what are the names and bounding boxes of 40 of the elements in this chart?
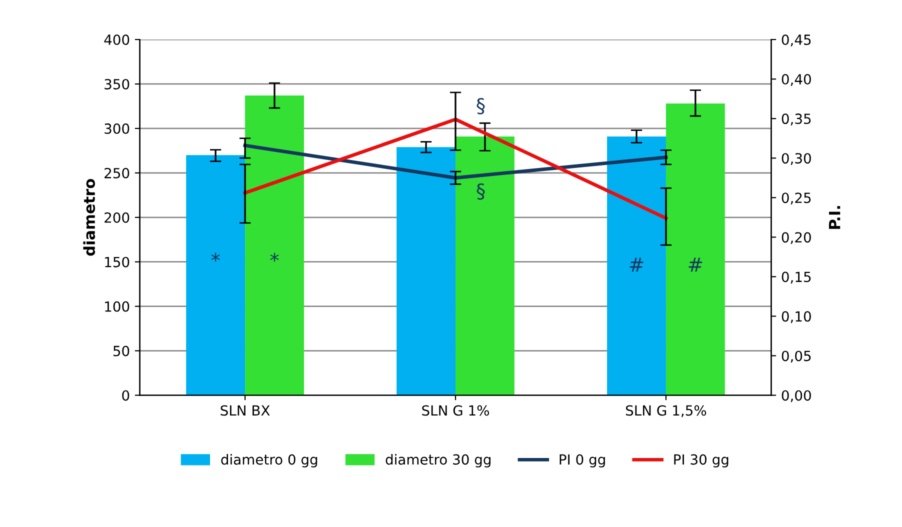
y2-tick-label: 0,40 xyxy=(782,74,811,86)
legend-label: diametro 0 gg xyxy=(221,454,318,468)
y2-tick-label: 0,35 xyxy=(782,114,811,126)
y2-tick-label: 0,45 xyxy=(782,34,811,46)
y-tick-label: 150 xyxy=(105,256,130,268)
y-tick-label: 100 xyxy=(105,301,130,312)
annotation: # xyxy=(630,258,644,272)
annotation: § xyxy=(476,98,485,114)
bar xyxy=(456,136,514,396)
bar xyxy=(186,155,246,396)
y-tick-label: 50 xyxy=(113,346,130,356)
annotation: # xyxy=(688,258,702,272)
bar xyxy=(245,96,304,396)
y2-tick-label: 0,05 xyxy=(782,350,811,363)
y2-tick-label: 0,15 xyxy=(782,272,811,284)
y-tick-label: 200 xyxy=(104,212,130,223)
y-tick-label: 300 xyxy=(104,123,130,134)
bar xyxy=(607,136,666,396)
y-tick-label: 350 xyxy=(104,78,130,90)
legend-label: PI 30 gg xyxy=(674,454,728,468)
legend-label: PI 0 gg xyxy=(560,454,605,468)
y-tick-label: 250 xyxy=(104,168,130,178)
annotation: * xyxy=(270,252,279,262)
y2-tick-label: 0,20 xyxy=(782,232,811,244)
x-tick-label: SLN G 1,5% xyxy=(626,405,706,418)
y2-tick-label: 0,00 xyxy=(782,390,811,402)
x-tick-label: SLN BX xyxy=(220,405,270,416)
y2-tick-label: 0,10 xyxy=(782,311,811,324)
y-tick-label: 0 xyxy=(122,390,130,401)
y2-tick-label: 0,30 xyxy=(782,153,811,165)
x-tick-label: SLN G 1% xyxy=(422,405,490,416)
annotation: § xyxy=(476,183,485,200)
annotation: * xyxy=(211,252,220,262)
y-tick-label: 400 xyxy=(104,34,130,45)
y2-tick-label: 0,25 xyxy=(782,192,811,205)
bar xyxy=(666,104,725,396)
legend-label: diametro 30 gg xyxy=(386,454,490,468)
bar xyxy=(396,147,456,396)
y-axis-title: diametro xyxy=(83,178,96,256)
y2-axis-title: P.I. xyxy=(828,206,840,229)
